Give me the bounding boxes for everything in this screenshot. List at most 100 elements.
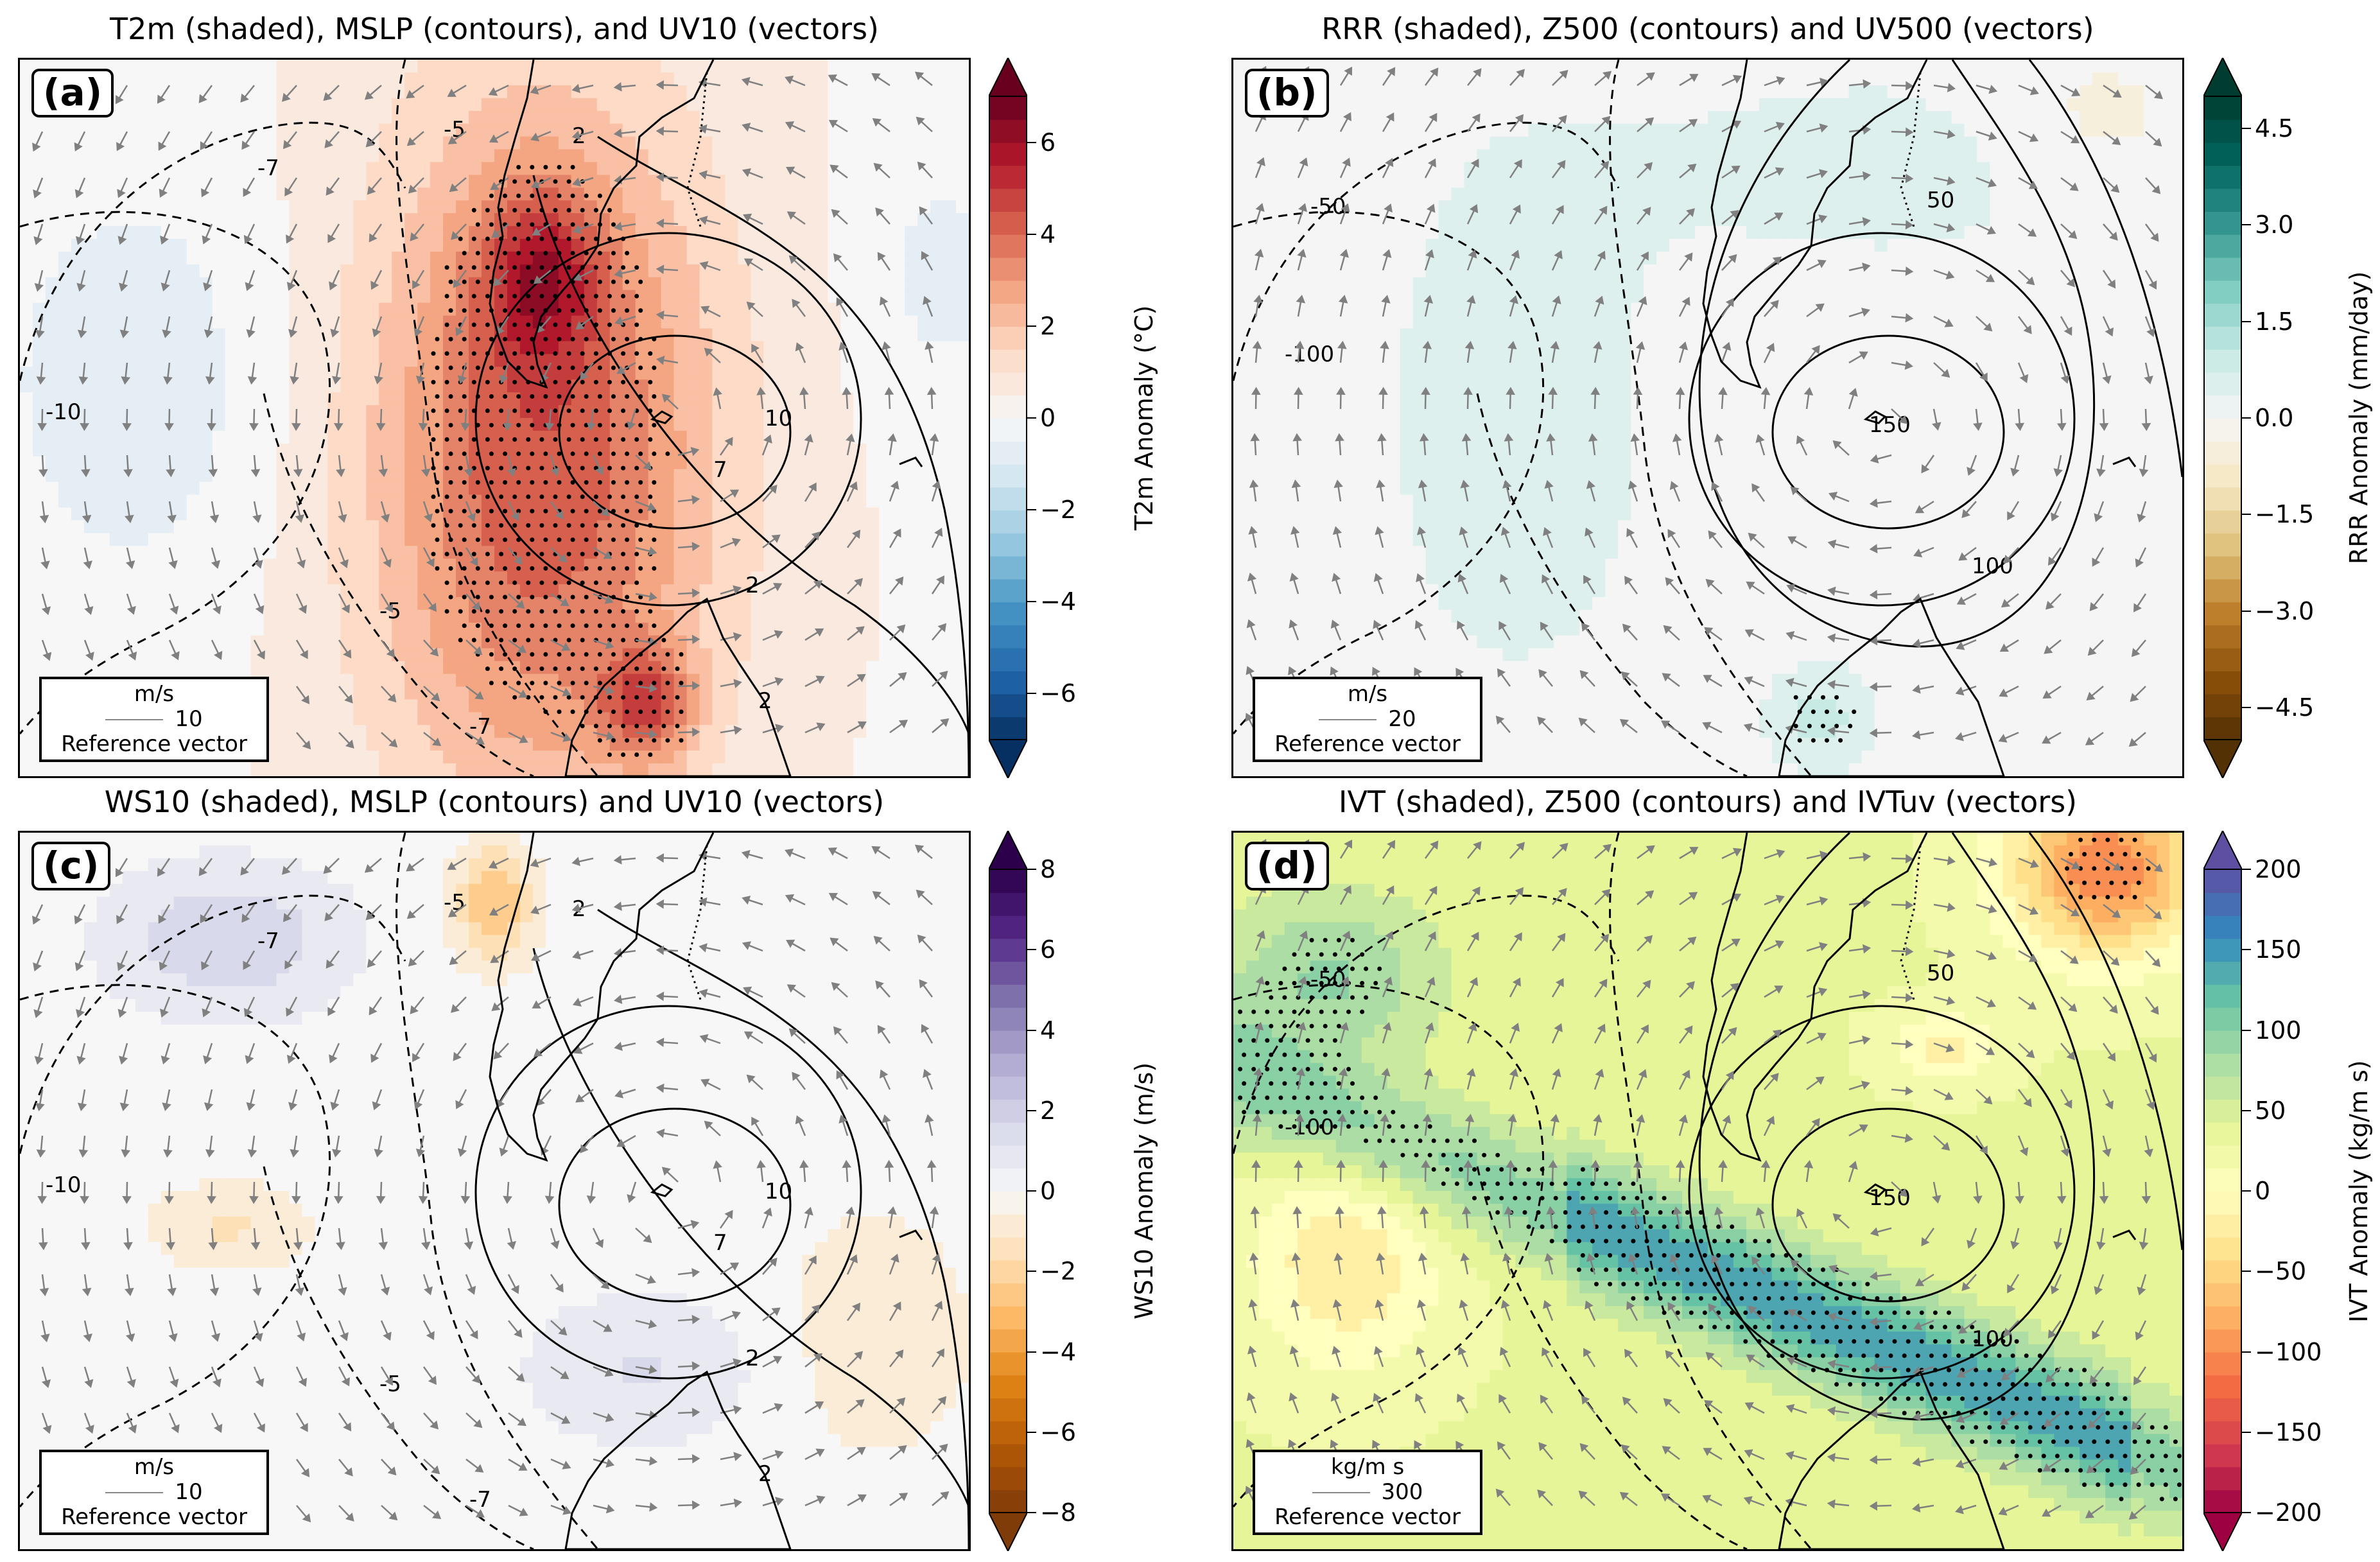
colorbar-segment	[2203, 418, 2242, 442]
colorbar-segment	[989, 555, 1027, 580]
colorbar-segment	[989, 372, 1027, 396]
colorbar-segment	[989, 440, 1027, 465]
coastline-south-georgia	[899, 456, 923, 467]
colorbar-tick-mark	[1027, 325, 1036, 327]
colorbar-tick-mark	[2242, 1271, 2251, 1272]
colorbar-segment	[2203, 915, 2242, 939]
wind-vectors	[1245, 65, 2164, 747]
colorbar-tick-label: −4.5	[2255, 693, 2314, 722]
colorbar-segment	[2203, 1328, 2242, 1353]
colorbar-segment	[2203, 464, 2242, 488]
colorbar-segment	[989, 464, 1027, 488]
colorbar-segment	[2203, 372, 2242, 396]
colorbar-label: WS10 Anomaly (m/s)	[1130, 1063, 1158, 1319]
contour-label: -100	[1285, 1115, 1334, 1140]
colorbar-segment	[2203, 1351, 2242, 1376]
colorbar-tick-mark	[1027, 601, 1036, 603]
colorbar-tick-mark	[1027, 1029, 1036, 1031]
colorbar-frame	[989, 869, 1027, 1513]
panel-title: RRR (shaded), Z500 (contours) and UV500 …	[1231, 12, 2184, 46]
colorbar-segment	[989, 961, 1027, 985]
colorbar-segment	[989, 1398, 1027, 1421]
colorbar-segment	[989, 647, 1027, 672]
colorbar-segment	[2203, 1237, 2242, 1261]
colorbar-tick-mark	[1027, 949, 1036, 951]
colorbar-tick-label: −2	[1040, 1257, 1076, 1285]
stippling	[431, 164, 684, 757]
colorbar-segment	[989, 984, 1027, 1008]
colorbar-segment	[2203, 578, 2242, 603]
colorbar-tick-mark	[1027, 1431, 1036, 1433]
arrow-icon	[105, 1492, 164, 1494]
colorbar-segment	[2203, 325, 2242, 350]
colorbar-segment	[989, 1030, 1027, 1054]
map-b: -50 -100 50 150 100 (b) m/s 20 Reference vec…	[1231, 58, 2184, 778]
colorbar-svg	[2202, 829, 2243, 1553]
colorbar-tick-label: −2	[1040, 496, 1076, 524]
colorbar-segment	[989, 1122, 1027, 1146]
reference-vector-value: 10	[48, 706, 260, 732]
panel-title: WS10 (shaded), MSLP (contours) and UV10 …	[19, 785, 969, 819]
colorbar-c: −8 −6 −4 −2 0 2 4 6 8 WS10 Anomaly (m/s)	[987, 829, 1158, 1553]
colorbar-segment	[2203, 188, 2242, 212]
colorbar-segment	[2203, 1030, 2242, 1054]
colorbar-tick-label: 0	[2255, 1177, 2270, 1205]
colorbar-segment	[2203, 349, 2242, 373]
colorbar-segment	[989, 234, 1027, 258]
map-a: -5-7-10-5-7271022 (a) m/s 10 Reference v…	[18, 58, 971, 778]
contour-label: -5	[444, 890, 465, 916]
colorbar-segment	[2203, 1443, 2242, 1468]
colorbar-tick-mark	[2242, 1109, 2251, 1111]
colorbar-segment	[989, 165, 1027, 189]
colorbar-segment	[2203, 555, 2242, 580]
colorbar-tick-mark	[2242, 1512, 2251, 1513]
colorbar-tick-label: 0	[1040, 404, 1055, 432]
colorbar-tick-mark	[2242, 1351, 2251, 1353]
colorbar-segment	[2203, 234, 2242, 258]
colorbar-label: IVT Anomaly (kg/m s)	[2345, 1060, 2373, 1323]
reference-vector-value: 300	[1262, 1479, 1473, 1505]
colorbar-tick-label: −200	[2255, 1498, 2322, 1527]
shaded-field	[20, 833, 969, 1549]
contour-label: 2	[745, 1346, 760, 1371]
colorbar-segment	[2203, 96, 2242, 120]
contour-label: -50	[1310, 194, 1346, 220]
coastline-south-america	[1702, 833, 1928, 1162]
colorbar-tick-label: −1.5	[2255, 500, 2314, 528]
colorbar-tick-label: −4	[1040, 1338, 1076, 1366]
coastline-south-georgia	[2112, 456, 2137, 467]
reference-vector-label: Reference vector	[1262, 1504, 1473, 1530]
colorbar-tick-mark	[1027, 1512, 1036, 1513]
coastline-south-america	[489, 833, 715, 1162]
colorbar-segment	[989, 142, 1027, 166]
colorbar-segment	[989, 257, 1027, 281]
reference-vector-unit: m/s	[48, 681, 260, 707]
reference-vector-box: kg/m s 300 Reference vector	[1253, 1449, 1482, 1535]
colorbar-tick-mark	[1027, 1351, 1036, 1353]
wind-vectors	[31, 844, 950, 1525]
colorbar-tick-mark	[2242, 1190, 2251, 1192]
colorbar-segment	[989, 1053, 1027, 1077]
contours	[474, 908, 969, 1549]
colorbar-a: −6 −4 −2 0 2 4 6 T2m Anomaly (°C)	[987, 56, 1158, 780]
colorbar-segment	[2203, 1375, 2242, 1399]
colorbar-segment	[989, 1213, 1027, 1238]
contours	[1688, 833, 2182, 1421]
panel-label: (c)	[31, 842, 111, 890]
reference-vector-box: m/s 20 Reference vector	[1253, 676, 1482, 762]
colorbar-tick-label: 1.5	[2255, 308, 2293, 336]
colorbar-tick-label: 0.0	[2255, 404, 2293, 432]
colorbar-extend-min	[987, 1512, 1029, 1553]
coastline-south-america	[1702, 60, 1928, 389]
colorbar-segment	[989, 532, 1027, 557]
colorbar-segment	[989, 1351, 1027, 1376]
colorbar-segment	[2203, 625, 2242, 648]
colorbar-tick-label: 4	[1040, 220, 1055, 248]
colorbar-tick-label: −4	[1040, 587, 1076, 616]
wind-vectors	[1245, 838, 2164, 1520]
coastline-antarctic-peninsula	[564, 597, 792, 776]
contour-label: -5	[444, 117, 465, 143]
colorbar-extend-min	[2202, 739, 2243, 780]
contour-labels: -5-7-10-5-7271022	[46, 890, 792, 1513]
